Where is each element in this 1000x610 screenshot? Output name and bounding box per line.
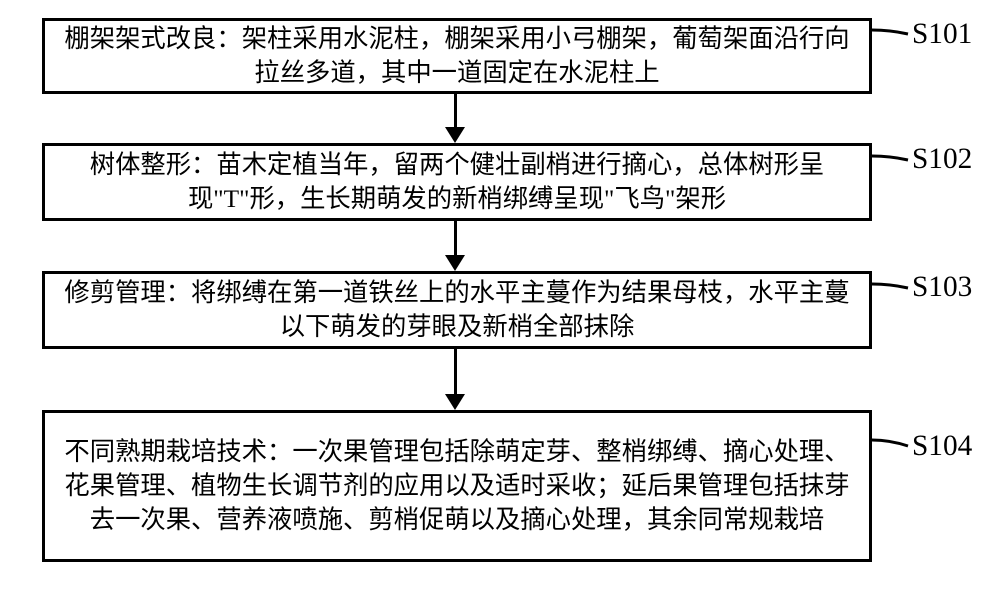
arrow-line-3 — [454, 349, 457, 394]
arrow-head-2 — [445, 255, 465, 271]
flow-step-s103: 修剪管理：将绑缚在第一道铁丝上的水平主蔓作为结果母枝，水平主蔓以下萌发的芽眼及新… — [42, 271, 872, 349]
arrow-line-2 — [454, 221, 457, 255]
flow-step-text: 棚架架式改良：架柱采用水泥柱，棚架采用小弓棚架，葡萄架面沿行向拉丝多道，其中一道… — [55, 22, 859, 90]
arrow-head-1 — [445, 127, 465, 143]
step-label-s101: S101 — [912, 18, 972, 51]
flow-step-s104: 不同熟期栽培技术：一次果管理包括除萌定芽、整梢绑缚、摘心处理、花果管理、植物生长… — [42, 410, 872, 562]
arrow-line-1 — [454, 94, 457, 127]
step-label-s102: S102 — [912, 143, 972, 176]
flow-step-text: 不同熟期栽培技术：一次果管理包括除萌定芽、整梢绑缚、摘心处理、花果管理、植物生长… — [55, 435, 859, 538]
flow-step-text: 树体整形：苗木定植当年，留两个健壮副梢进行摘心，总体树形呈现"T"形，生长期萌发… — [55, 148, 859, 216]
step-label-s103: S103 — [912, 271, 972, 304]
flow-step-s101: 棚架架式改良：架柱采用水泥柱，棚架采用小弓棚架，葡萄架面沿行向拉丝多道，其中一道… — [42, 18, 872, 94]
arrow-head-3 — [445, 394, 465, 410]
flow-step-text: 修剪管理：将绑缚在第一道铁丝上的水平主蔓作为结果母枝，水平主蔓以下萌发的芽眼及新… — [55, 276, 859, 344]
step-label-s104: S104 — [912, 430, 972, 463]
flow-step-s102: 树体整形：苗木定植当年，留两个健壮副梢进行摘心，总体树形呈现"T"形，生长期萌发… — [42, 143, 872, 221]
